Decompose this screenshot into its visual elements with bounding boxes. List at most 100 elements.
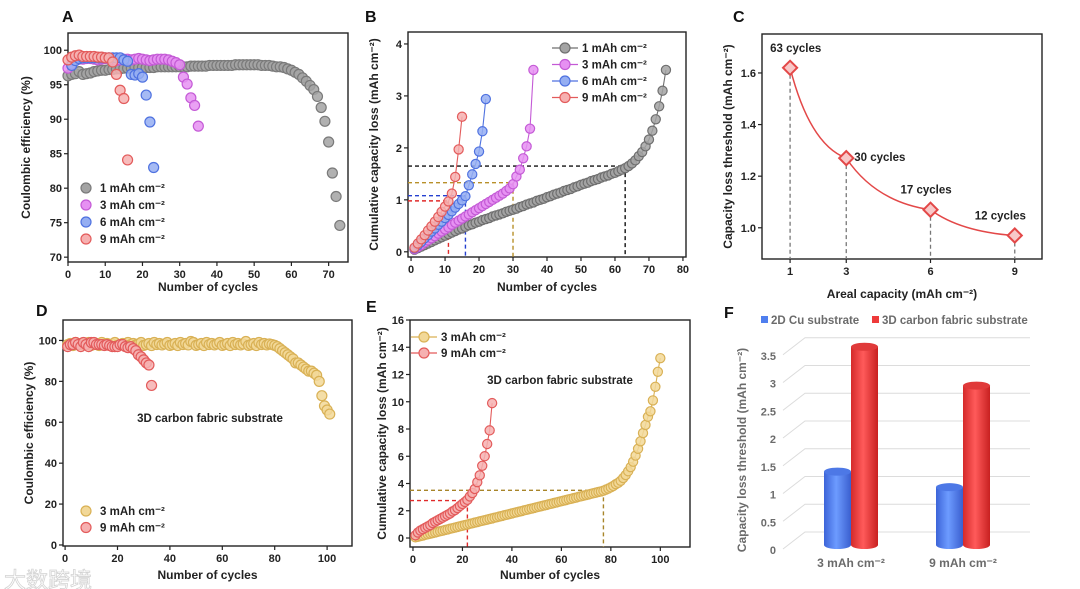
y-tick-label: 85 [50,149,62,161]
legend-label: 9 mAh cm⁻² [441,348,506,360]
diamond-marker [922,201,939,219]
gridline [782,392,1030,411]
annotation-text: 3D carbon fabric substrate [137,413,283,425]
x-tick-label: 3 [843,266,849,278]
panel-letter: E [366,299,377,316]
y-tick-label: 0.5 [761,517,776,529]
y-tick-label: 0 [396,247,402,259]
x-tick-label: 20 [111,553,123,565]
x-tick-label: 50 [248,269,260,281]
x-tick-label: 10 [439,264,451,276]
data-point [323,136,335,148]
series-1 [410,397,498,541]
x-tick-label: 60 [555,554,567,566]
bar-base [936,541,963,549]
x-tick-label: 40 [506,554,518,566]
y-tick-label: 100 [39,335,57,347]
y-tick-label: 3 [770,379,776,391]
legend-marker [80,233,92,245]
x-tick-label: 0 [65,269,71,281]
data-point [477,460,488,471]
bar [851,342,878,549]
legend-marker [559,42,571,54]
data-point [477,126,488,137]
series-3 [409,111,468,253]
data-point [481,438,493,450]
y-tick-label: 100 [44,45,62,57]
data-point [528,64,539,76]
data-point [647,395,659,406]
legend-label: 3 mAh cm⁻² [441,332,506,344]
legend-label: 3 mAh cm⁻² [582,60,647,72]
data-point [657,85,668,96]
data-point [660,64,672,76]
y-tick-label: 1.2 [741,171,756,183]
legend-label: 2D Cu substrate [771,315,859,327]
legend-swatch [761,316,768,323]
data-point [174,59,186,71]
legend-marker [559,58,571,71]
diamond-marker [781,59,799,77]
y-tick-label: 75 [50,218,62,230]
data-point [518,153,529,164]
gridline [782,531,1030,550]
x-tick-label: 70 [643,264,655,276]
x-tick-label: 80 [605,554,617,566]
legend-marker [80,521,92,534]
data-point [467,169,478,180]
bar-top [963,381,990,390]
x-tick-label: 40 [164,553,176,565]
data-point [484,425,495,436]
bar-top [824,467,851,476]
y-axis-label: Capacity loss threshold (mAh cm⁻²) [735,348,749,552]
x-axis-label: Areal capacity (mAh cm⁻²) [827,287,977,301]
y-tick-label: 1 [396,195,402,207]
legend-label: 3 mAh cm⁻² [100,506,165,518]
x-tick-label: 80 [677,264,689,276]
x-category-label: 3 mAh cm⁻² [817,556,885,570]
data-point [143,359,155,371]
x-tick-label: 60 [609,264,621,276]
series-0 [410,352,666,543]
x-tick-label: 20 [473,264,485,276]
data-point [470,158,481,170]
y-tick-label: 60 [45,417,57,429]
gridline [782,448,1030,467]
panel-letter: D [36,303,48,320]
x-category-label: 9 mAh cm⁻² [929,556,997,570]
data-point [326,167,338,179]
gridline [782,337,1030,356]
bar-base [963,541,990,549]
data-point [145,379,158,392]
y-tick-label: 2.5 [761,406,776,418]
y-tick-label: 0 [51,540,57,552]
y-tick-label: 4 [396,39,403,51]
x-axis-label: Number of cycles [158,280,258,294]
x-tick-label: 30 [507,264,519,276]
y-tick-label: 70 [50,252,62,264]
x-axis-label: Number of cycles [157,568,257,582]
y-tick-label: 16 [392,315,404,327]
data-point [450,171,461,183]
y-tick-label: 2 [770,434,776,446]
data-point [181,78,193,90]
legend-label: 9 mAh cm⁻² [100,234,165,246]
data-point [446,188,458,199]
data-point [514,164,526,175]
data-point [653,101,665,112]
bar-top [851,342,878,351]
x-tick-label: 6 [927,266,933,278]
y-axis-label: Cumulative capacity loss (mAh cm⁻²) [375,327,389,539]
x-tick-label: 0 [408,264,414,276]
data-point [652,366,664,377]
data-point [460,191,471,202]
data-point [316,390,328,402]
plot-frame [409,319,691,548]
panel-letter: A [62,9,74,26]
x-tick-label: 60 [216,553,228,565]
panel-e: E 0 20 40 60 80 100 0 2 4 6 8 10 12 14 16 Number of cycl… [366,299,691,582]
data-point [319,115,331,127]
gridline [782,476,1030,494]
legend-marker [559,75,571,87]
